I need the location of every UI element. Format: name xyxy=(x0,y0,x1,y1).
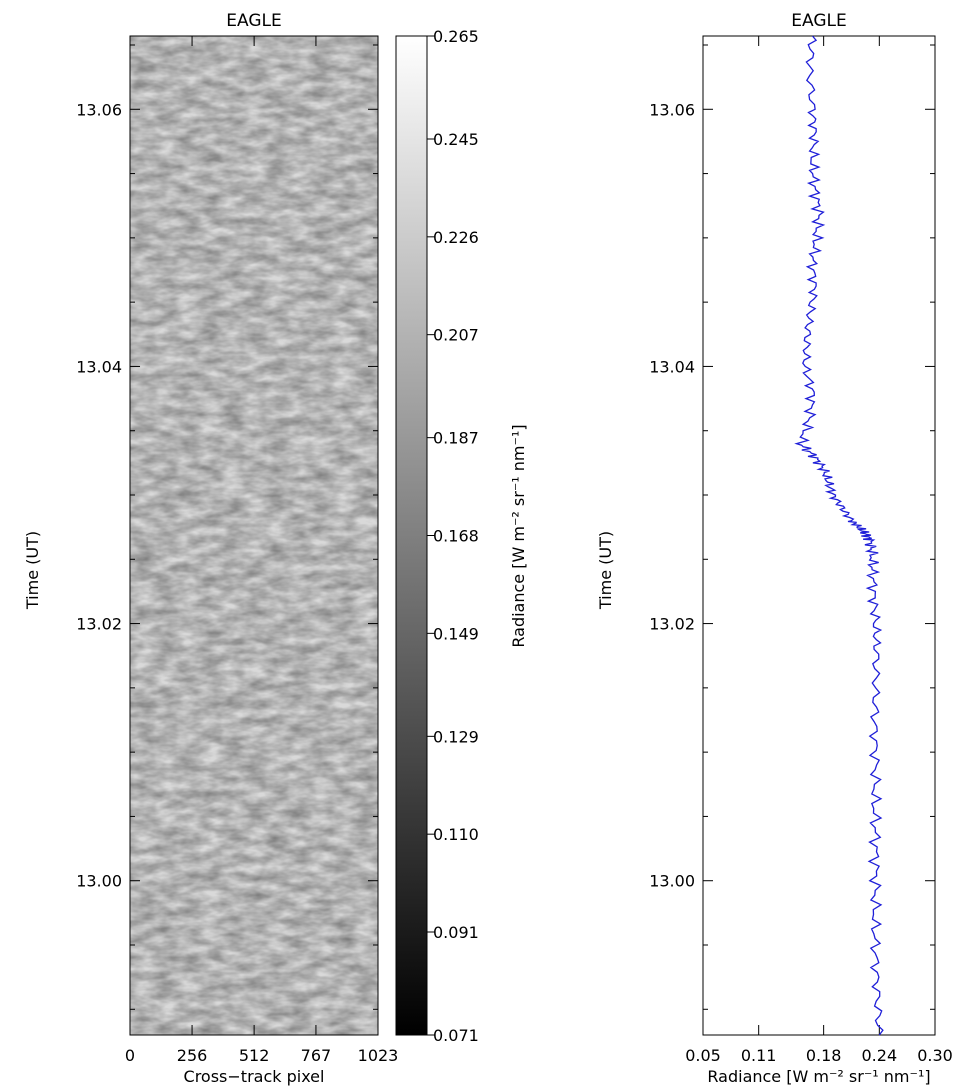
colorbar-ticks: 0.265 0.245 0.226 0.207 0.187 0.168 0.149 0.129… xyxy=(427,27,479,1045)
y-tick-label: 13.06 xyxy=(76,100,122,119)
x-tick-label: 767 xyxy=(301,1046,332,1065)
colorbar-tick-label: 0.245 xyxy=(433,130,479,149)
y-tick-label: 13.02 xyxy=(649,615,695,634)
colorbar-tick-label: 0.168 xyxy=(433,527,479,546)
colorbar-tick-label: 0.149 xyxy=(433,624,479,643)
heatmap-y-axis: 13.00 13.02 13.04 13.06 xyxy=(76,44,378,1010)
x-tick-label: 0 xyxy=(125,1046,135,1065)
colorbar-tick-label: 0.226 xyxy=(433,228,479,247)
colorbar-tick-label: 0.207 xyxy=(433,326,479,345)
colorbar-tick-label: 0.071 xyxy=(433,1026,479,1045)
profile-x-axis-label: Radiance [W m⁻² sr⁻¹ nm⁻¹] xyxy=(707,1067,930,1086)
profile-y-axis-label: Time (UT) xyxy=(596,531,615,610)
profile-x-axis: 0.05 0.11 0.18 0.24 0.30 xyxy=(685,36,953,1065)
profile-series-line xyxy=(794,35,884,1036)
heatmap-title: EAGLE xyxy=(226,11,281,31)
colorbar-tick-label: 0.091 xyxy=(433,923,479,942)
y-tick-label: 13.04 xyxy=(76,357,122,376)
heatmap-texture xyxy=(130,36,378,1035)
y-tick-label: 13.04 xyxy=(649,357,695,376)
x-tick-label: 0.24 xyxy=(862,1046,898,1065)
heatmap-y-axis-label: Time (UT) xyxy=(23,531,42,610)
x-tick-label: 0.05 xyxy=(685,1046,721,1065)
colorbar-tick-label: 0.265 xyxy=(433,27,479,46)
colorbar-label: Radiance [W m⁻² sr⁻¹ nm⁻¹] xyxy=(509,424,528,647)
y-tick-label: 13.06 xyxy=(649,100,695,119)
y-tick-label: 13.00 xyxy=(649,872,695,891)
y-tick-label: 13.02 xyxy=(76,615,122,634)
profile-title: EAGLE xyxy=(791,11,846,31)
x-tick-label: 0.18 xyxy=(806,1046,842,1065)
x-tick-label: 1023 xyxy=(358,1046,399,1065)
y-tick-label: 13.00 xyxy=(76,872,122,891)
colorbar-tick-label: 0.110 xyxy=(433,825,479,844)
heatmap-x-axis: 0 256 512 767 1023 xyxy=(125,36,398,1065)
colorbar-gradient xyxy=(395,35,428,1036)
colorbar: 0.265 0.245 0.226 0.207 0.187 0.168 0.149 0.129… xyxy=(395,27,528,1045)
x-tick-label: 0.30 xyxy=(917,1046,953,1065)
x-tick-label: 0.11 xyxy=(741,1046,777,1065)
heatmap-x-axis-label: Cross−track pixel xyxy=(184,1067,325,1086)
profile-frame xyxy=(702,35,936,1036)
heatmap-panel: EAGLE 13.00 13.02 13.04 13.06 0 256 512 767 102… xyxy=(23,11,398,1086)
x-tick-label: 256 xyxy=(177,1046,208,1065)
x-tick-label: 512 xyxy=(239,1046,270,1065)
colorbar-tick-label: 0.129 xyxy=(433,727,479,746)
colorbar-tick-label: 0.187 xyxy=(433,429,479,448)
profile-y-axis: 13.00 13.02 13.04 13.06 xyxy=(649,44,935,1010)
